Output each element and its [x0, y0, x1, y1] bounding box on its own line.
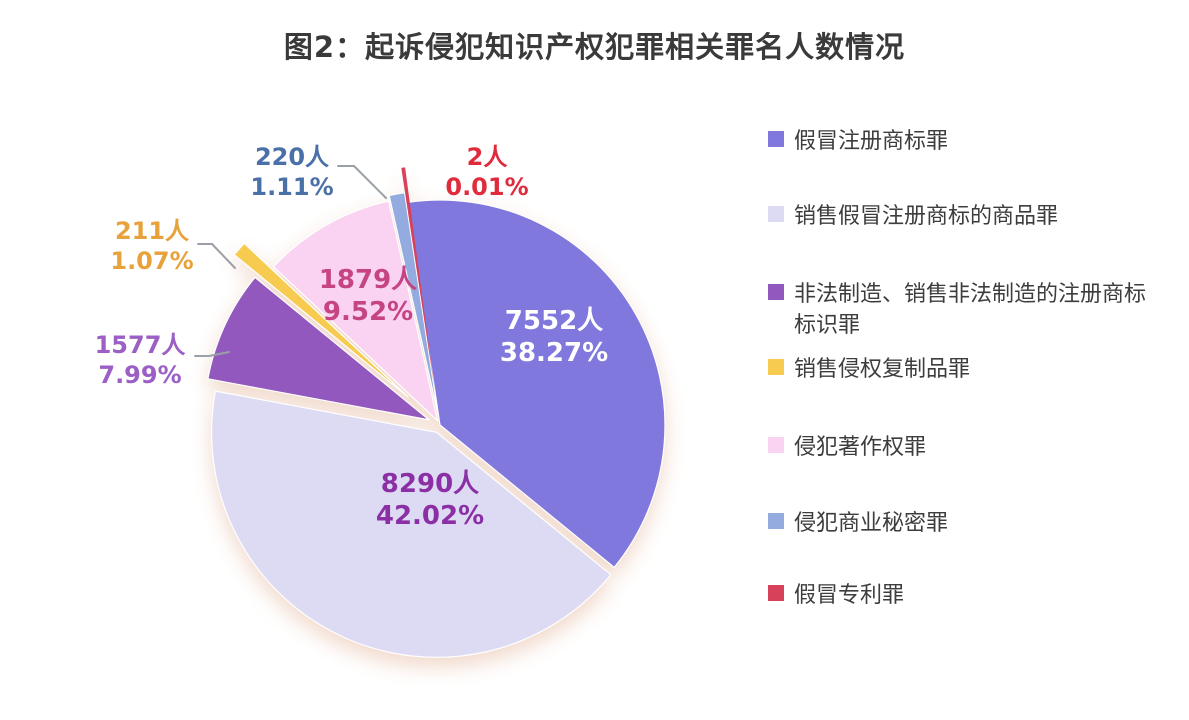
- pie-slice-2: [211, 390, 612, 658]
- pie-label-counterfeit-patent: 2人 0.01%: [445, 142, 528, 202]
- pie-slice-5: [272, 200, 439, 423]
- pie-slice-1: [406, 199, 666, 569]
- pie-label-value: 220人: [254, 143, 330, 171]
- pie-label-selling-counterfeit-goods: 8290人 42.02%: [376, 468, 484, 532]
- pie-label-value: 1879人: [318, 265, 418, 295]
- pie-label-illegal-trademark-marks: 1577人 7.99%: [95, 330, 186, 390]
- pie-slice-3: [207, 276, 430, 421]
- legend-swatch-icon: [768, 513, 784, 529]
- legend-label: 侵犯商业秘密罪: [794, 511, 949, 536]
- legend-item-illegal-trademark-marks: 非法制造、销售非法制造的注册商标标识罪: [768, 279, 1168, 341]
- legend-label: 假冒注册商标罪: [794, 129, 949, 154]
- legend-label: 销售侵权复制品罪: [794, 357, 971, 382]
- pie-label-value: 211人: [114, 217, 190, 245]
- legend-label: 非法制造、销售非法制造的注册商标标识罪: [794, 282, 1147, 338]
- pie-slice-7: [401, 167, 435, 391]
- pie-label-counterfeit-registered-trademark: 7552人 38.27%: [500, 305, 608, 369]
- pie-label-percent: 1.07%: [110, 247, 194, 275]
- pie-slice-4: [233, 242, 409, 398]
- legend-item-trade-secret-infringement: 侵犯商业秘密罪: [768, 508, 1168, 539]
- pie-label-percent: 0.01%: [445, 173, 529, 201]
- legend-item-copyright-infringement: 侵犯著作权罪: [768, 432, 1168, 463]
- pie-slice-6: [388, 192, 439, 416]
- pie-label-percent: 9.52%: [322, 297, 414, 327]
- pie-label-value: 2人: [466, 143, 508, 171]
- legend-swatch-icon: [768, 437, 784, 453]
- legend: 假冒注册商标罪 销售假冒注册商标的商品罪 非法制造、销售非法制造的注册商标标识罪…: [768, 0, 1188, 720]
- pie-label-percent: 7.99%: [98, 361, 182, 389]
- legend-label: 销售假冒注册商标的商品罪: [794, 204, 1059, 229]
- label-leader-line: [197, 243, 236, 269]
- legend-swatch-icon: [768, 284, 784, 300]
- pie-label-percent: 38.27%: [499, 338, 609, 368]
- legend-item-counterfeit-patent: 假冒专利罪: [768, 580, 1168, 611]
- pie-label-trade-secret-infringement: 220人 1.11%: [250, 142, 333, 202]
- label-leader-line: [337, 165, 387, 199]
- legend-swatch-icon: [768, 206, 784, 222]
- legend-swatch-icon: [768, 131, 784, 147]
- pie-label-copyright-infringement: 1879人 9.52%: [319, 264, 417, 328]
- pie-label-percent: 1.11%: [250, 173, 334, 201]
- chart-title: 图2：起诉侵犯知识产权犯罪相关罪名人数情况: [283, 30, 906, 64]
- legend-label: 假冒专利罪: [794, 583, 905, 608]
- legend-swatch-icon: [768, 359, 784, 375]
- legend-item-selling-counterfeit-goods: 销售假冒注册商标的商品罪: [768, 201, 1168, 232]
- legend-swatch-icon: [768, 585, 784, 601]
- pie-label-value: 7552人: [504, 306, 604, 336]
- pie-label-value: 8290人: [380, 469, 480, 499]
- pie-label-percent: 42.02%: [375, 501, 485, 531]
- pie-label-selling-infringing-copies: 211人 1.07%: [110, 216, 193, 276]
- legend-item-counterfeit-registered-trademark: 假冒注册商标罪: [768, 126, 1168, 157]
- pie-label-value: 1577人: [94, 331, 186, 359]
- label-leader-line: [194, 351, 230, 357]
- legend-label: 侵犯著作权罪: [794, 435, 927, 460]
- legend-item-selling-infringing-copies: 销售侵权复制品罪: [768, 354, 1168, 385]
